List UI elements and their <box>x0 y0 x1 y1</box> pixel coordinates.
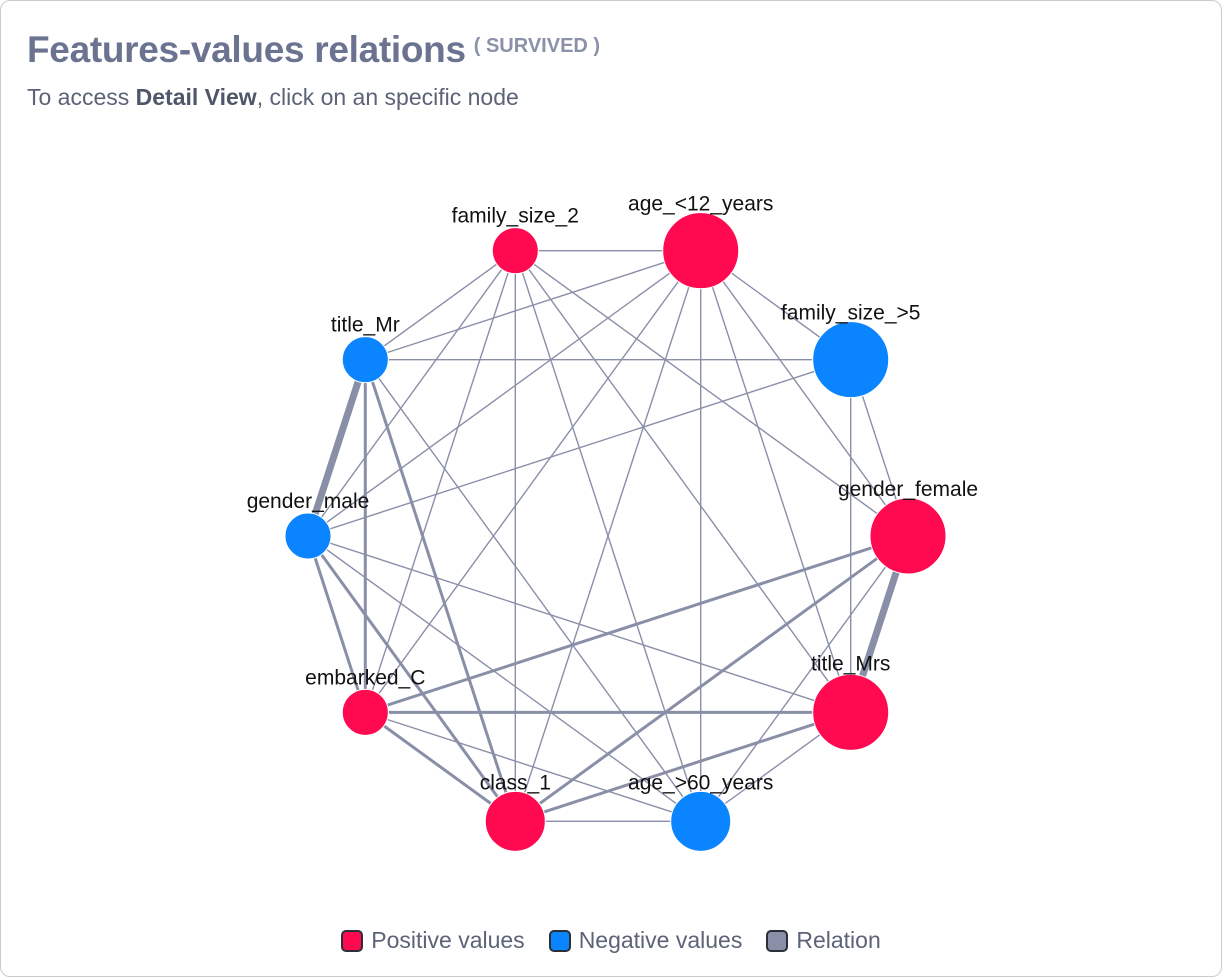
edge-gender-male-to-age-gt60-years <box>307 535 702 822</box>
legend-item-positive: Positive values <box>341 927 525 954</box>
edges-layer <box>304 249 912 823</box>
edge-embarked-c-to-class-1 <box>364 711 517 823</box>
target-label: ( SURVIVED ) <box>473 35 601 57</box>
node-label-age-gt60-years: age_>60_years <box>628 771 773 794</box>
node-label-title-mr: title_Mr <box>331 314 400 337</box>
edge-family-size-2-to-title-mrs <box>514 250 852 713</box>
node-label-age-lt12-years: age_<12_years <box>628 193 773 216</box>
legend-swatch-relation <box>766 929 789 952</box>
node-label-gender-female: gender_female <box>838 478 978 501</box>
edge-age-lt12-years-to-gender-male <box>307 250 702 537</box>
edge-gender-male-to-embarked-c <box>306 535 367 713</box>
node-family-size-2[interactable] <box>491 227 539 275</box>
edge-embarked-c-to-age-gt60-years <box>365 711 701 822</box>
labels-layer: age_<12_years family_size_>5 gender_female… <box>247 193 978 795</box>
legend-swatch-positive <box>341 929 364 952</box>
subtitle-detail-view: Detail View <box>135 84 257 110</box>
legend-label-positive: Positive values <box>371 927 525 953</box>
node-label-title-mrs: title_Mrs <box>811 652 890 675</box>
edge-title-mr-to-age-gt60-years <box>364 359 702 822</box>
edge-gender-male-to-title-mrs <box>307 535 851 714</box>
edge-family-size-2-to-title-mr <box>364 250 516 361</box>
node-title-mrs[interactable] <box>812 673 890 751</box>
node-label-gender-male: gender_male <box>247 490 370 513</box>
node-label-embarked-c: embarked_C <box>305 666 425 689</box>
legend: Positive values Negative values Relation <box>1 927 1221 954</box>
legend-swatch-negative <box>548 929 571 952</box>
node-gender-male[interactable] <box>284 512 332 560</box>
edge-title-mr-to-class-1 <box>363 359 517 822</box>
page-title: Features-values relations <box>27 29 466 70</box>
edge-family-size-gt5-to-gender-male <box>307 358 851 537</box>
title-row: Features-values relations ( SURVIVED ) <box>27 29 600 71</box>
edge-age-lt12-years-to-gender-female <box>700 250 909 537</box>
node-family-size-gt5[interactable] <box>812 321 890 399</box>
node-age-lt12-years[interactable] <box>662 212 740 290</box>
subtitle-prefix: To access <box>27 84 136 110</box>
node-embarked-c[interactable] <box>341 688 389 736</box>
legend-item-relation: Relation <box>766 927 881 954</box>
node-title-mr[interactable] <box>341 336 389 384</box>
node-class-1[interactable] <box>484 790 546 852</box>
node-gender-female[interactable] <box>869 497 947 575</box>
legend-item-negative: Negative values <box>548 927 743 954</box>
node-label-family-size-gt5: family_size_>5 <box>781 302 920 325</box>
edge-family-size-2-to-gender-female <box>514 250 909 537</box>
node-age-gt60-years[interactable] <box>670 790 732 852</box>
subtitle-suffix: , click on an specific node <box>256 84 519 110</box>
edge-age-lt12-years-to-embarked-c <box>364 250 702 713</box>
node-label-family-size-2: family_size_2 <box>452 205 579 228</box>
edge-gender-female-to-class-1 <box>514 534 909 823</box>
node-label-class-1: class_1 <box>480 771 551 794</box>
edge-title-mr-to-gender-male <box>304 358 369 538</box>
nodes-layer <box>284 212 947 852</box>
subtitle: To access Detail View, click on an speci… <box>27 84 519 111</box>
legend-label-relation: Relation <box>796 927 881 953</box>
edge-family-size-2-to-gender-male <box>307 250 516 537</box>
legend-label-negative: Negative values <box>578 927 743 953</box>
edge-gender-female-to-age-gt60-years <box>700 535 909 822</box>
edge-family-size-2-to-age-gt60-years <box>514 250 702 822</box>
edge-gender-male-to-class-1 <box>306 535 517 823</box>
edge-age-lt12-years-to-title-mrs <box>700 250 852 713</box>
edge-family-size-2-to-embarked-c <box>364 250 516 713</box>
